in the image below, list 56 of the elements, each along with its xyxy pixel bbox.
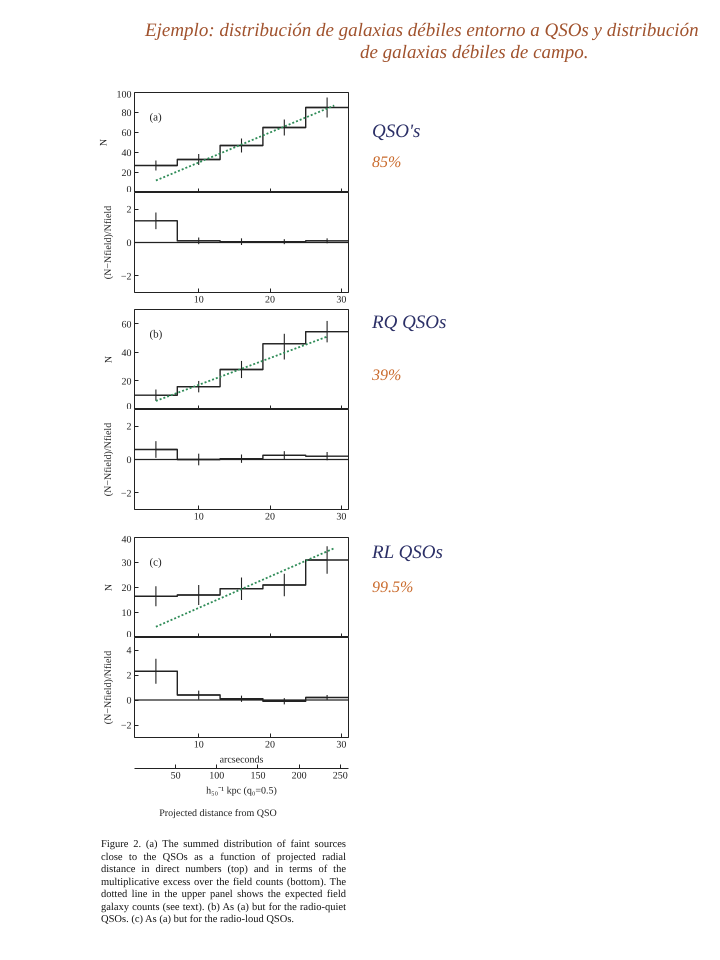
y-tick-label: 2 (126, 204, 132, 216)
text: QSO's (372, 120, 420, 144)
y-tick-label: 20 (122, 168, 132, 179)
y-tick-label: 60 (122, 128, 132, 139)
x2-tick-label: 200 (292, 770, 307, 782)
y-tick-label: 80 (122, 108, 132, 119)
y-tick-label: 4 (126, 646, 132, 656)
x2-axis-title: h₅₀⁻¹ kpc (q₀=0.5) (206, 786, 277, 796)
y-tick-label: 10 (122, 608, 132, 619)
y-axis-title: N (104, 584, 114, 592)
y-tick-label: 30 (122, 558, 132, 569)
y-tick-label: 40 (122, 534, 132, 546)
y-axis-title: N (98, 138, 110, 146)
x-tick-label: 10 (194, 294, 204, 306)
x2-tick-label: 100 (209, 770, 224, 782)
text: Ejemplo: distribución de galaxias débiles entorno a QSOs y distribución de galaxias débiles de campo. (144, 19, 700, 64)
y-tick-label: 40 (122, 348, 132, 359)
y-tick-label: 20 (122, 583, 132, 594)
x-tick-label: 20 (265, 512, 276, 522)
y-tick-label: −2 (120, 271, 132, 282)
y-tick-label: 0 (126, 238, 132, 249)
annotation: (c) (149, 556, 162, 568)
y-tick-label: −2 (120, 720, 132, 732)
x-tick-label: 10 (194, 512, 204, 522)
x-axis-title: arcseconds (220, 754, 264, 766)
text: 39% (372, 366, 402, 386)
text: 99.5% (372, 578, 414, 598)
y-tick-label: 20 (122, 376, 132, 388)
text: RL QSOs (372, 541, 443, 565)
y-tick-label: 60 (122, 319, 132, 330)
y-tick-label: −2 (120, 488, 132, 500)
x-tick-label: 20 (265, 740, 276, 750)
text: Projected distance from QSO (158, 807, 278, 821)
x-tick-label: 30 (336, 512, 346, 522)
y-tick-label: 0 (126, 455, 132, 466)
x-tick-label: 20 (265, 294, 276, 306)
caption: Figure 2. (a) The summed distribution of faint sources close to the QSOs as a function of projected radial distance in direct numbers (top) and in terms of the multiplicative excess over the field counts (bottom). The dotted line in the upper panel shows the expected field galaxy counts (see text). (b) As (a) but for the radio-quiet QSOs. (c) As (a) but for the radio-loud QSOs. (100, 839, 346, 926)
x2-tick-label: 250 (332, 770, 348, 782)
y-tick-label: 40 (122, 148, 132, 159)
x-tick-label: 10 (194, 740, 204, 750)
annotation: (a) (149, 112, 162, 124)
y-axis-title: N (104, 356, 114, 364)
x-tick-label: 30 (336, 294, 346, 306)
annotation: (b) (149, 328, 163, 340)
x2-tick-label: 150 (250, 770, 266, 782)
y-axis-title: (N−Nfield)/Nfield (102, 422, 114, 496)
y-tick-label: 0 (126, 696, 132, 706)
text: RQ QSOs (372, 311, 446, 335)
text: 85% (372, 153, 402, 173)
x2-tick-label: 50 (170, 770, 181, 782)
y-tick-label: 100 (116, 90, 132, 100)
x-tick-label: 30 (336, 740, 346, 750)
y-axis-title: (N−Nfield)/Nfield (102, 650, 114, 724)
y-axis-title: (N−Nfield)/Nfield (102, 206, 114, 280)
y-tick-label: 2 (126, 670, 132, 682)
y-tick-label: 2 (126, 422, 132, 433)
